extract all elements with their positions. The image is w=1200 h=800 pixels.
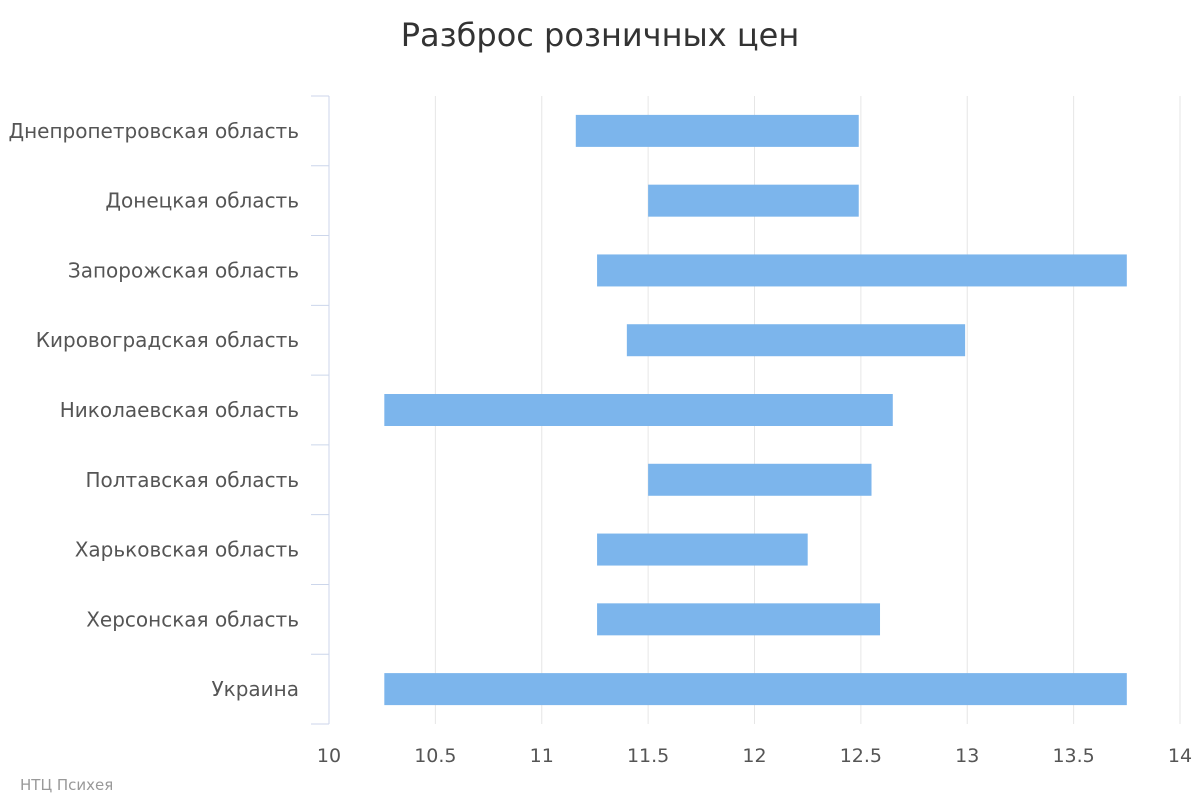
category-label: Харьковская область xyxy=(75,538,299,562)
x-tick-label: 12 xyxy=(742,745,766,767)
range-bar[interactable] xyxy=(648,184,859,217)
category-label: Украина xyxy=(211,677,299,701)
x-tick-label: 10 xyxy=(317,745,341,767)
category-label: Херсонская область xyxy=(86,607,299,631)
category-label: Кировоградская область xyxy=(36,328,299,352)
x-tick-label: 14 xyxy=(1168,745,1192,767)
x-tick-labels: 10 10.5 11 11.5 12 12.5 13 13.5 14 xyxy=(317,745,1192,767)
x-tick-label: 10.5 xyxy=(414,745,456,767)
x-tick-label: 11.5 xyxy=(627,745,669,767)
range-bar[interactable] xyxy=(626,324,966,357)
range-bar[interactable] xyxy=(575,114,859,147)
range-bar[interactable] xyxy=(597,533,808,566)
range-bar[interactable] xyxy=(648,463,872,496)
category-label: Полтавская область xyxy=(85,468,299,492)
category-labels: Днепропетровская область Донецкая область… xyxy=(8,119,299,701)
category-label: Донецкая область xyxy=(105,189,299,213)
x-tick-label: 12.5 xyxy=(840,745,882,767)
range-bar[interactable] xyxy=(597,603,881,636)
bars xyxy=(384,114,1127,706)
range-bar[interactable] xyxy=(384,394,893,426)
x-tick-label: 13.5 xyxy=(1052,745,1094,767)
category-label: Николаевская область xyxy=(60,398,299,422)
range-bar[interactable] xyxy=(384,673,1127,706)
x-tick-label: 13 xyxy=(955,745,979,767)
chart-title: Разброс розничных цен xyxy=(401,16,800,54)
chart-credit: НТЦ Психея xyxy=(20,776,113,794)
x-tick-label: 11 xyxy=(530,745,554,767)
range-bar[interactable] xyxy=(597,254,1127,287)
y-axis xyxy=(311,95,330,725)
category-label: Запорожская область xyxy=(68,258,299,282)
category-label: Днепропетровская область xyxy=(8,119,299,143)
